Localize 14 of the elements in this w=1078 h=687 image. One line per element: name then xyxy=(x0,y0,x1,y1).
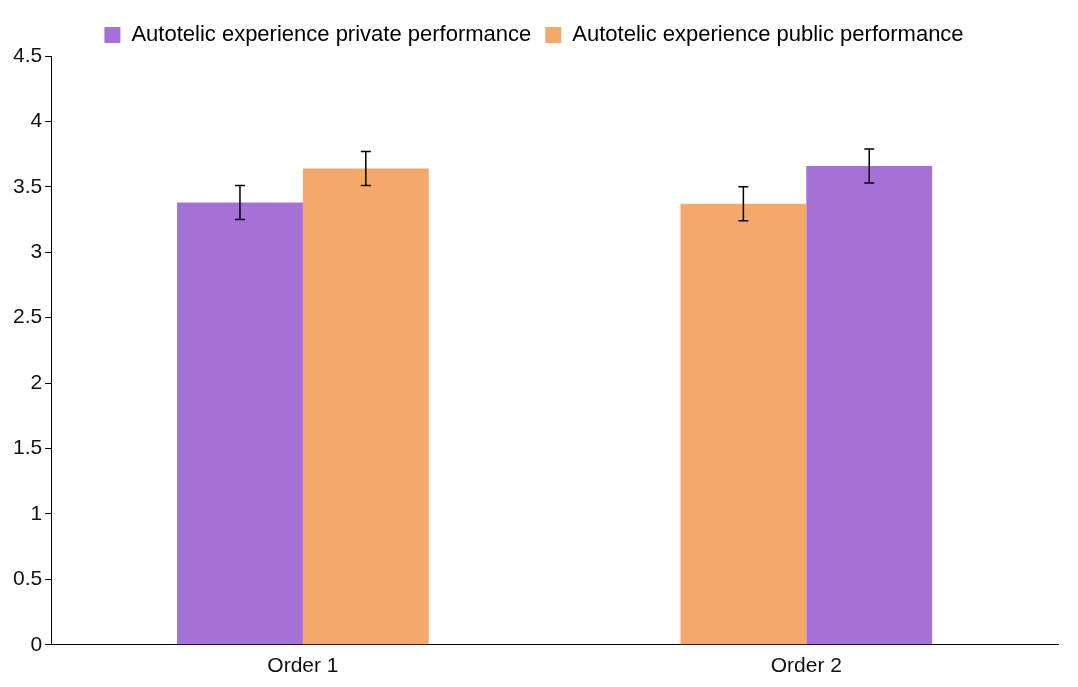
y-tick-label: 0 xyxy=(30,631,43,655)
x-tick-label: Order 1 xyxy=(267,653,339,677)
y-tick-label: 4.5 xyxy=(12,42,43,66)
y-tick-label: 1 xyxy=(30,500,43,524)
y-tick-label: 2 xyxy=(30,369,43,393)
y-tick-label: 2.5 xyxy=(12,304,43,328)
y-tick-label: 4 xyxy=(30,108,43,132)
y-tick-label: 3 xyxy=(30,239,43,263)
legend-label: Autotelic experience private performance xyxy=(131,21,532,47)
y-tick-label: 1.5 xyxy=(12,435,43,459)
y-tick-label: 0.5 xyxy=(12,566,43,590)
x-tick-label: Order 2 xyxy=(770,653,842,677)
y-tick-label: 3.5 xyxy=(12,173,43,197)
legend-label: Autotelic experience public performance xyxy=(572,21,964,47)
